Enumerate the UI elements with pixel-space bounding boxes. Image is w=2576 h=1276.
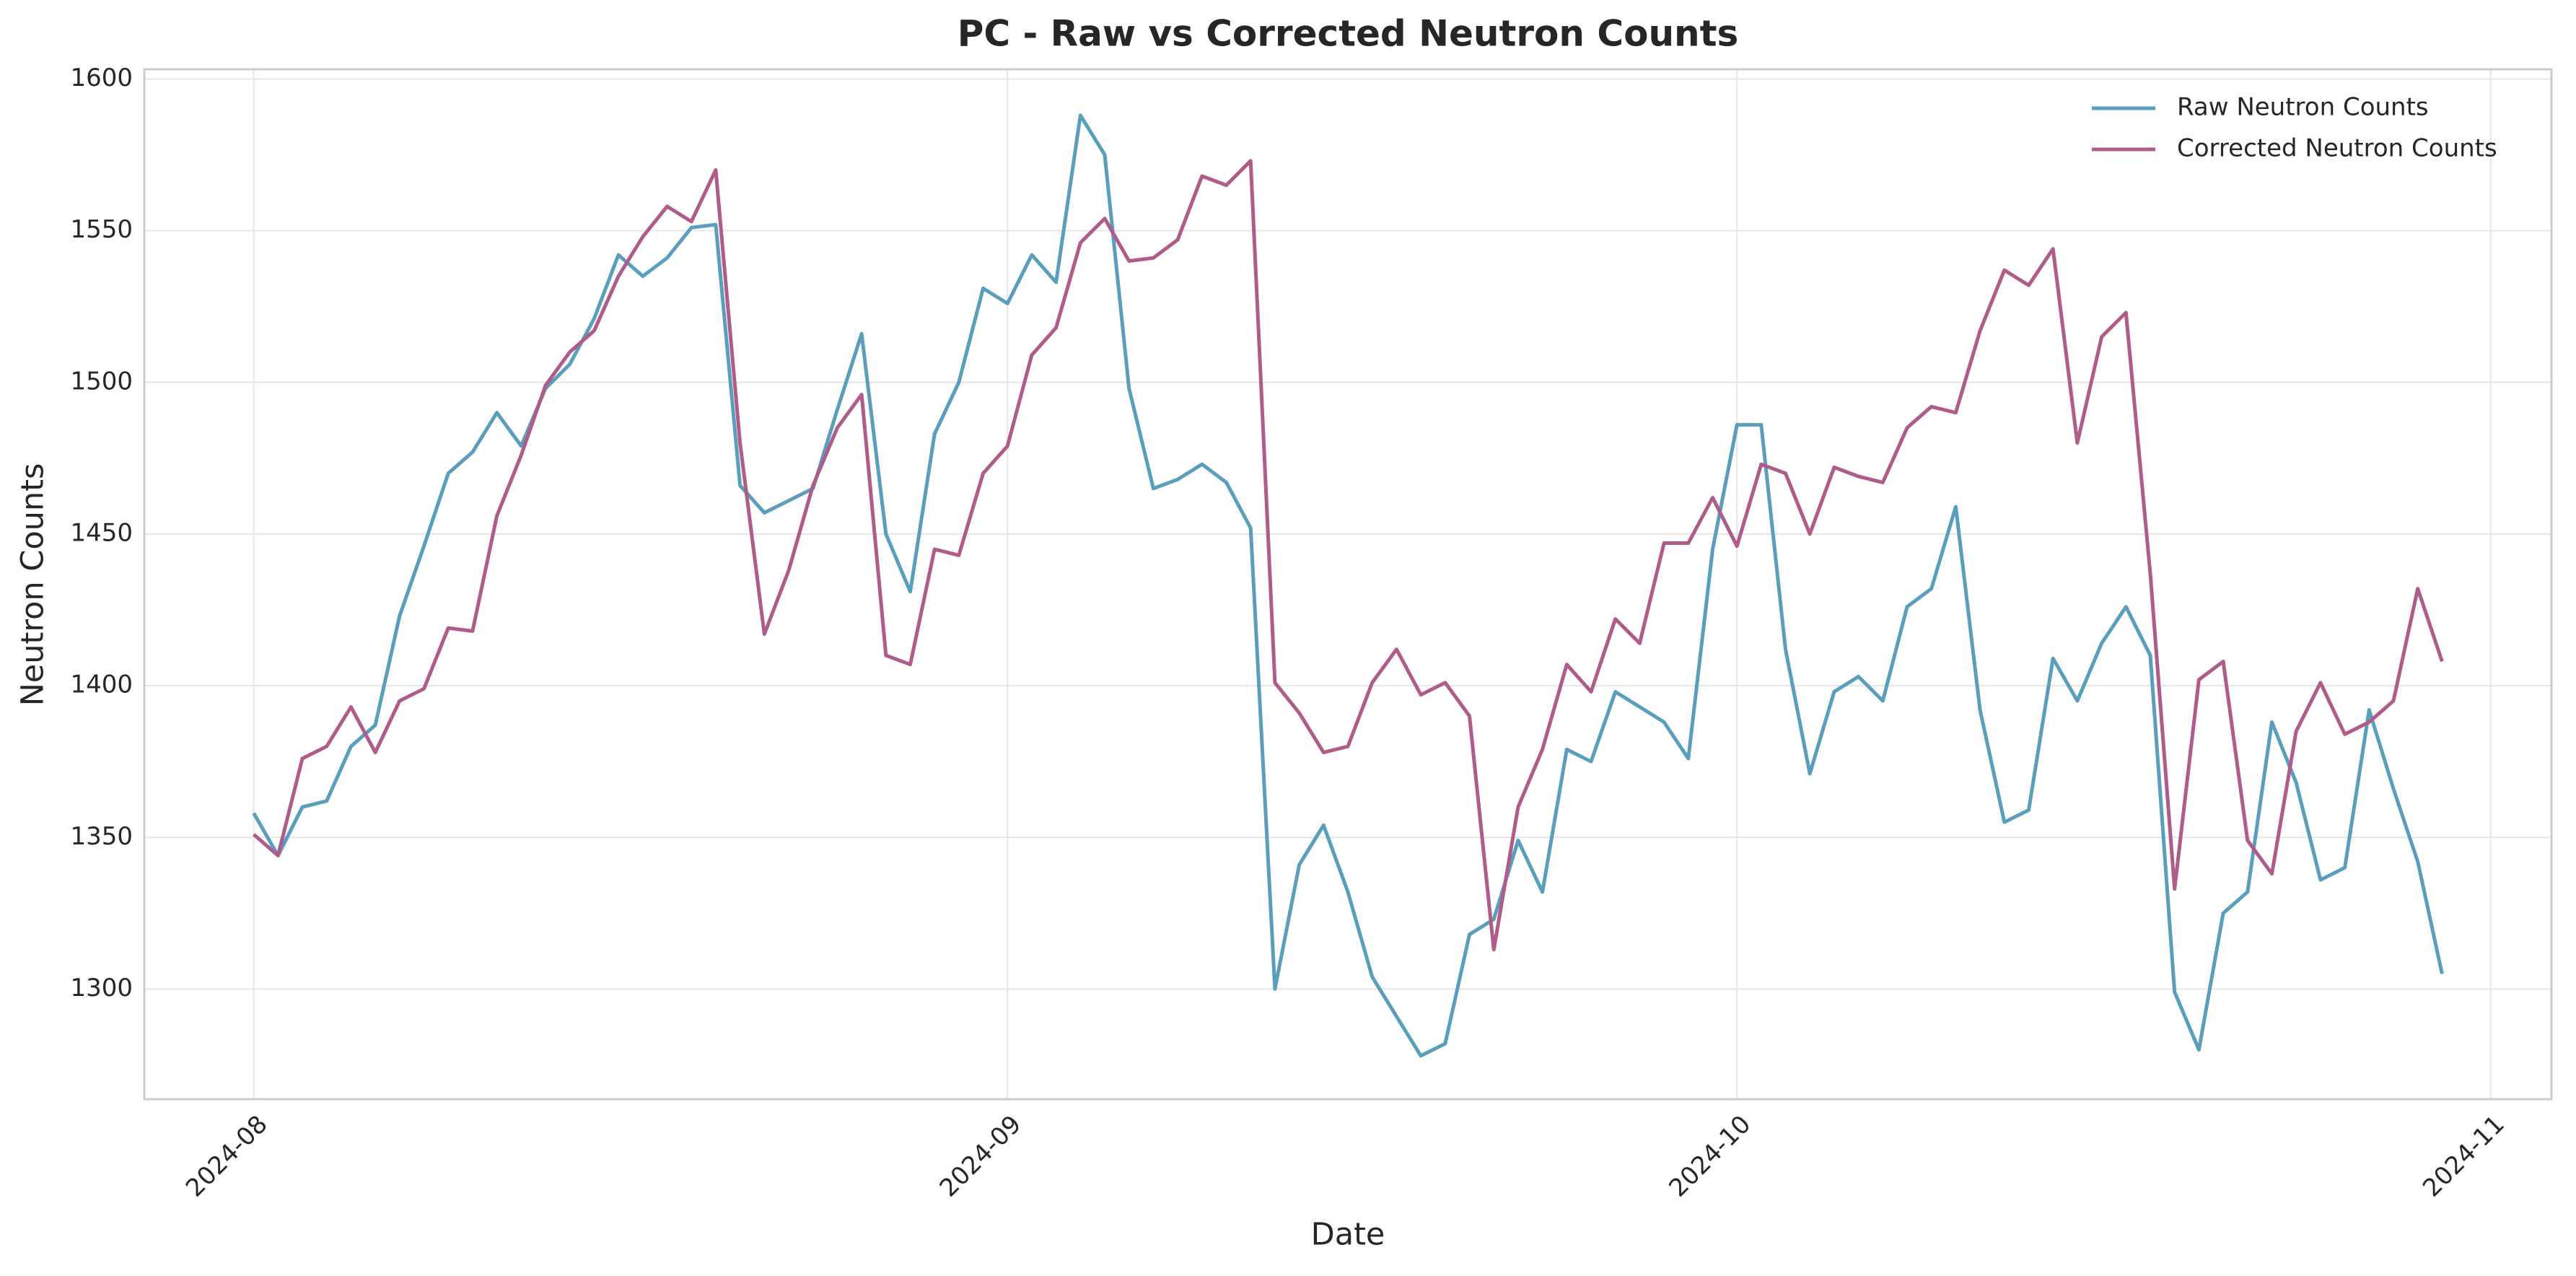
y-tick-label: 1350 xyxy=(70,822,133,851)
y-tick-label: 1400 xyxy=(70,670,133,699)
legend-label: Raw Neutron Counts xyxy=(2177,93,2429,122)
x-axis-label: Date xyxy=(1311,1217,1385,1253)
y-tick-label: 1600 xyxy=(70,64,133,92)
data-line xyxy=(252,159,2444,952)
y-axis-label: Neutron Counts xyxy=(15,463,51,707)
y-tick-label: 1450 xyxy=(70,518,133,547)
plot-frame xyxy=(143,68,2553,1101)
data-line xyxy=(252,113,2444,1058)
y-tick-label: 1300 xyxy=(70,974,133,1002)
chart-title: PC - Raw vs Corrected Neutron Counts xyxy=(958,13,1739,55)
legend-label: Corrected Neutron Counts xyxy=(2177,134,2497,163)
y-tick-label: 1500 xyxy=(70,367,133,396)
y-tick-label: 1550 xyxy=(70,215,133,244)
